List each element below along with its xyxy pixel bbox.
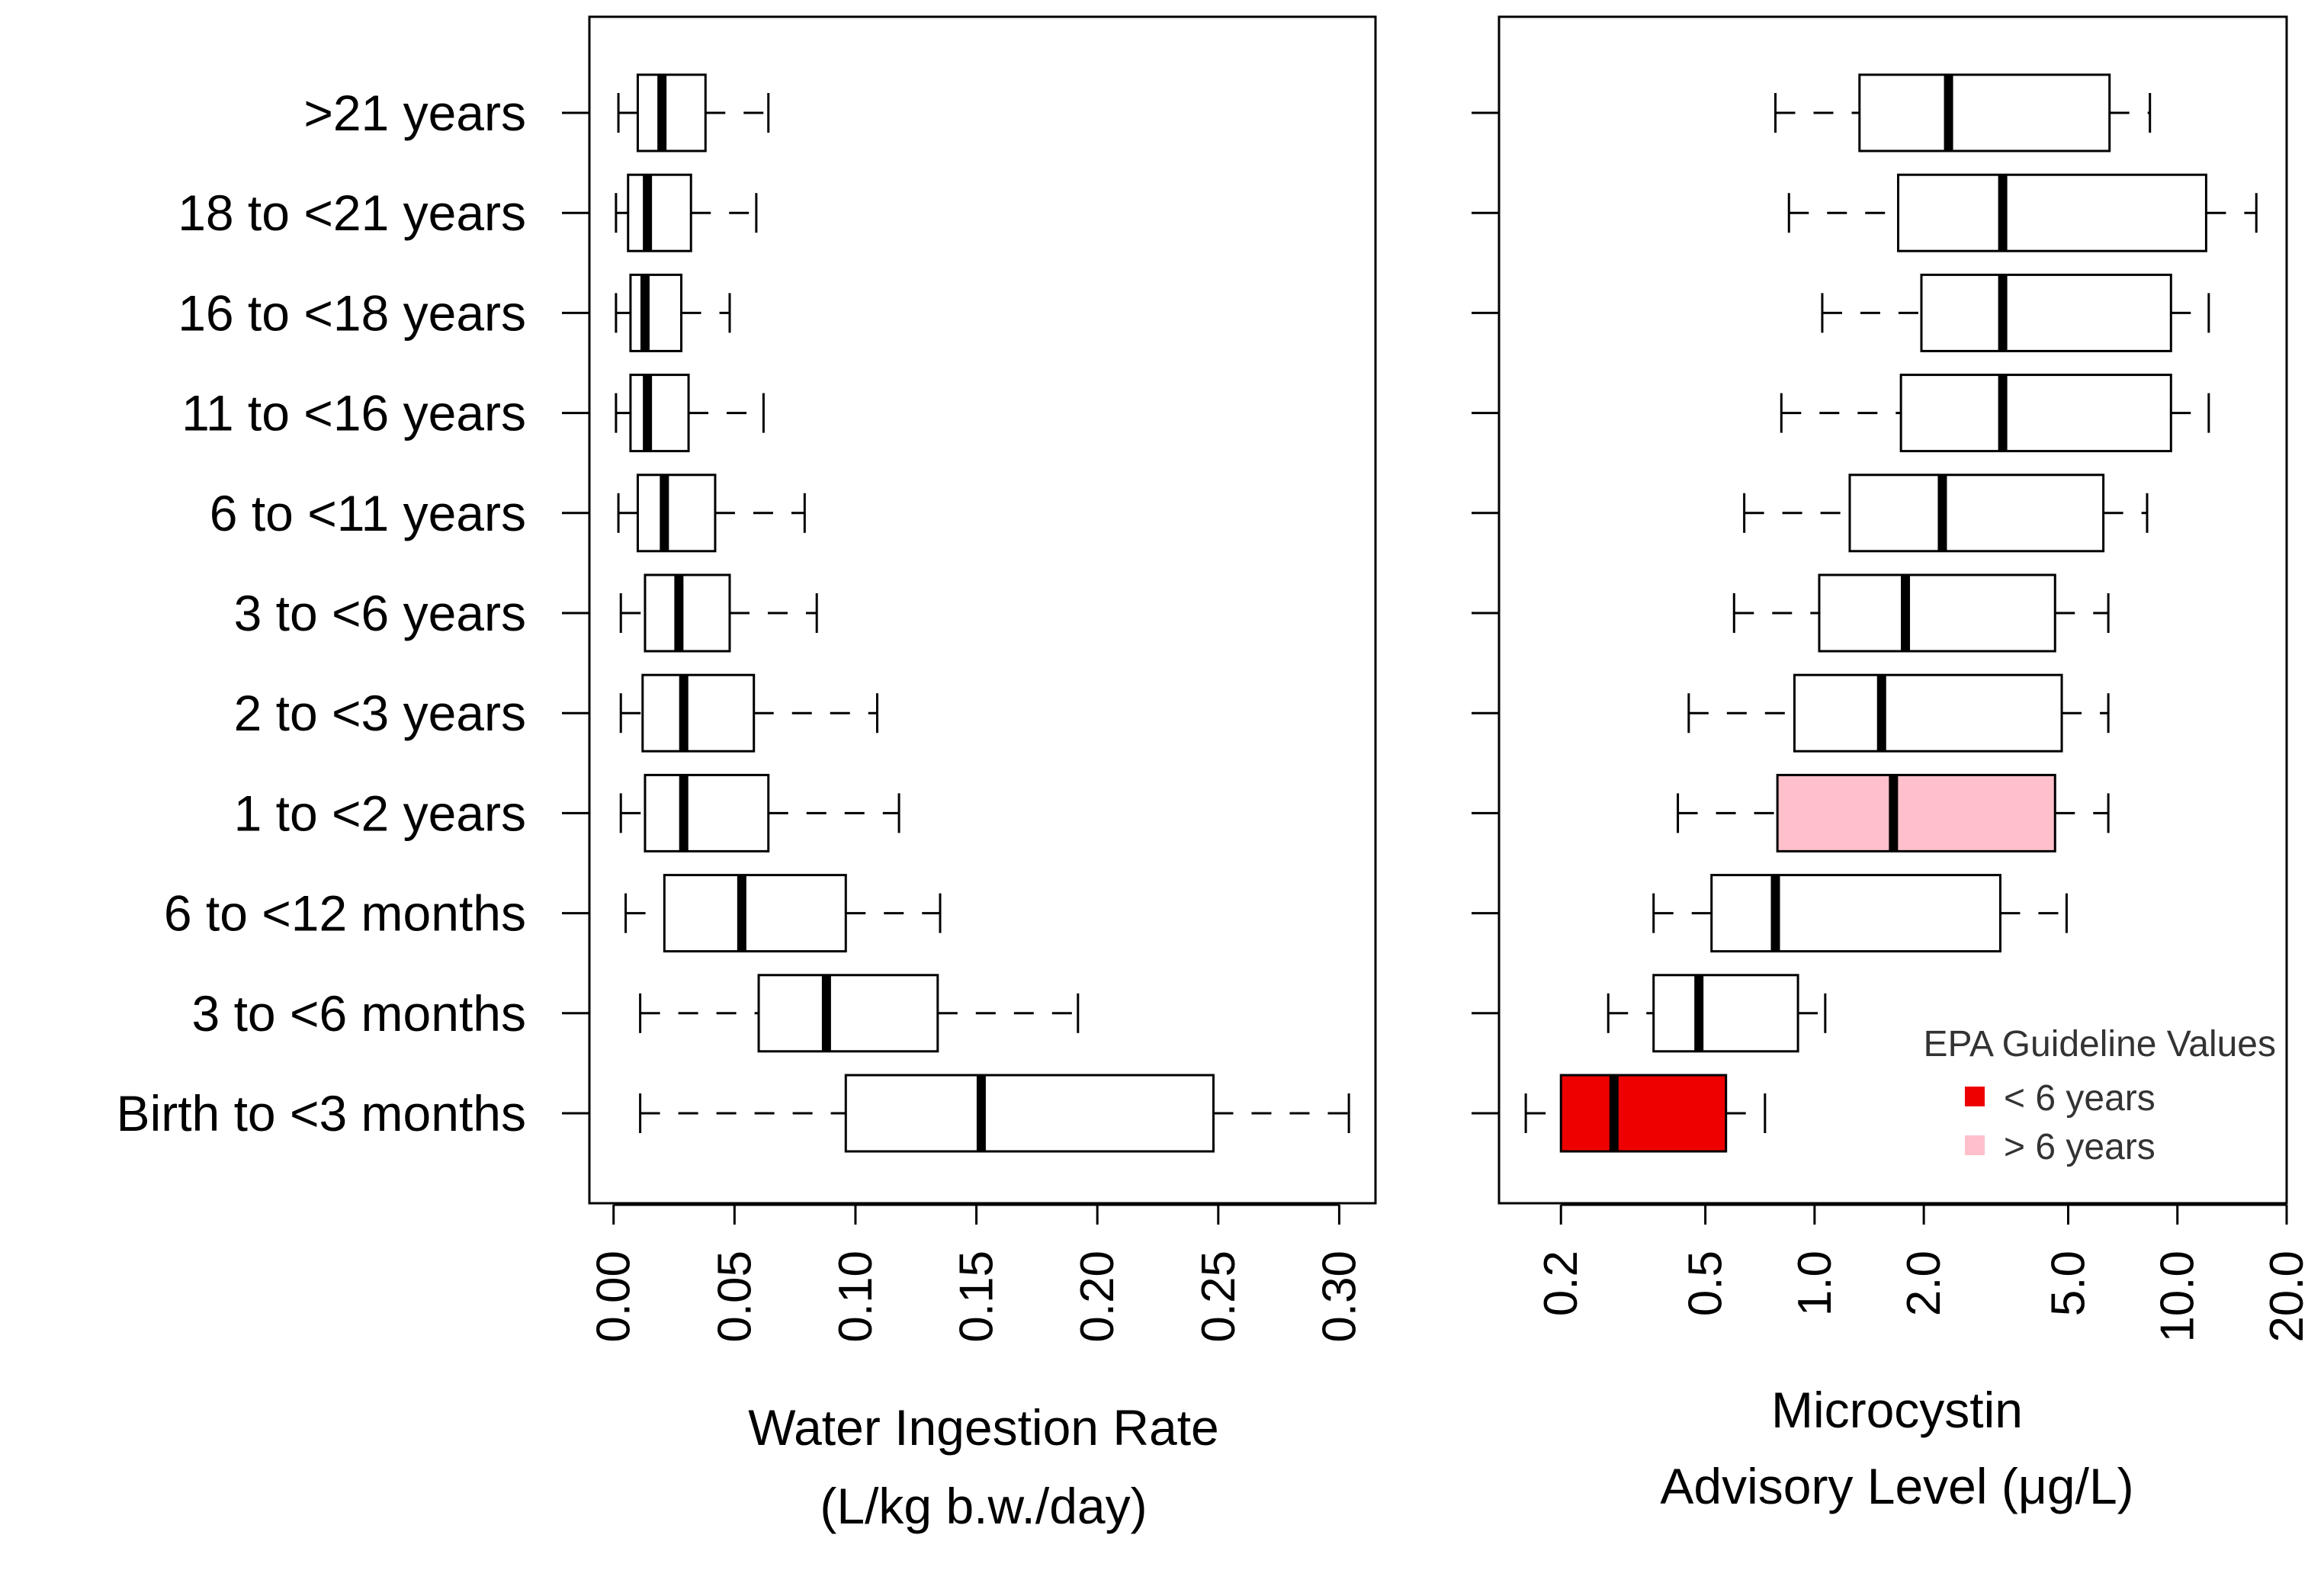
box-9 <box>639 974 1080 1053</box>
x-tick-label: 2.0 <box>1898 1251 1950 1316</box>
iqr-box <box>1899 374 2172 453</box>
x-tick-label: 0.30 <box>1313 1251 1366 1343</box>
x-tick-label: 0.20 <box>1071 1251 1124 1343</box>
x-tick-label: 0.00 <box>588 1251 640 1343</box>
x-axis-title: Microcystin <box>1771 1382 2023 1438</box>
x-tick-label: 0.05 <box>708 1251 761 1343</box>
box-2 <box>1821 273 2210 352</box>
x-tick-label: 0.15 <box>951 1251 1003 1343</box>
iqr-box <box>1776 773 2056 852</box>
x-axis-title: Water Ingestion Rate <box>748 1399 1219 1456</box>
category-label: 3 to <6 months <box>192 985 526 1042</box>
category-label: 2 to <3 years <box>234 685 526 741</box>
iqr-box <box>641 673 756 753</box>
x-tick-label: 0.2 <box>1535 1251 1587 1316</box>
iqr-box <box>644 573 731 653</box>
x-tick-label: 1.0 <box>1789 1251 1841 1316</box>
iqr-box <box>636 73 707 153</box>
box-9 <box>1607 974 1827 1053</box>
iqr-box <box>644 773 770 852</box>
x-tick-label: 20.0 <box>2261 1251 2313 1343</box>
x-tick-label: 0.25 <box>1192 1251 1245 1343</box>
legend-swatch <box>1965 1087 1985 1106</box>
box-6 <box>619 673 879 753</box>
category-label: 18 to <21 years <box>178 185 526 241</box>
x-axis-title-line2: Advisory Level (μg/L) <box>1660 1458 2133 1514</box>
box-8 <box>624 874 942 953</box>
box-8 <box>1652 874 2068 953</box>
legend-title: EPA Guideline Values <box>1923 1024 2276 1064</box>
iqr-box <box>1897 173 2207 252</box>
legend: EPA Guideline Values < 6 years > 6 years <box>1923 1024 2276 1167</box>
box-10 <box>639 1074 1350 1153</box>
iqr-box <box>636 474 717 553</box>
box-3 <box>615 374 765 453</box>
box-4 <box>617 474 806 553</box>
microcystin-panel: 0.2 0.5 1.0 2.0 5.0 10.0 20.0 Microcystin Adviso… <box>1472 15 2313 1514</box>
iqr-box <box>757 974 939 1053</box>
iqr-box <box>629 374 690 453</box>
box-2 <box>615 273 731 352</box>
x-tick-label: 5.0 <box>2042 1251 2094 1316</box>
iqr-box <box>1710 874 2001 953</box>
legend-label: > 6 years <box>2004 1127 2155 1167</box>
iqr-box <box>629 273 683 352</box>
plot-frame <box>588 15 1377 1205</box>
box-0 <box>617 73 770 153</box>
category-label: 6 to <12 months <box>164 885 526 942</box>
iqr-box <box>844 1074 1215 1153</box>
box-1 <box>1787 173 2258 252</box>
category-label: 11 to <16 years <box>181 385 526 441</box>
iqr-box <box>1920 273 2172 352</box>
category-label: 1 to <2 years <box>234 785 526 841</box>
box-0 <box>1774 73 2152 153</box>
plot-frame <box>1497 15 2288 1205</box>
x-axis-title-line2: (L/kg b.w./day) <box>820 1478 1147 1534</box>
legend-swatch <box>1965 1135 1985 1155</box>
iqr-box <box>663 874 847 953</box>
x-tick-label: 10.0 <box>2152 1251 2204 1343</box>
box-7 <box>619 773 900 852</box>
iqr-box <box>1818 573 2056 653</box>
box-7 <box>1677 773 2110 852</box>
category-label: 6 to <11 years <box>210 485 526 541</box>
x-tick-label: 0.10 <box>830 1251 882 1343</box>
category-label: 3 to <6 years <box>234 585 526 641</box>
water-ingestion-panel: >21 years 18 to <21 years 16 to <18 years 1… <box>117 15 1377 1534</box>
box-5 <box>1732 573 2110 653</box>
iqr-box <box>1559 1074 1728 1153</box>
iqr-box <box>627 173 692 252</box>
box-4 <box>1743 474 2149 553</box>
iqr-box <box>1858 73 2111 153</box>
box-5 <box>619 573 818 653</box>
category-label: Birth to <3 months <box>117 1085 526 1141</box>
category-label: >21 years <box>303 85 526 141</box>
box-3 <box>1780 374 2210 453</box>
box-1 <box>615 173 758 252</box>
box-6 <box>1687 673 2110 753</box>
legend-label: < 6 years <box>2004 1078 2155 1119</box>
category-label: 16 to <18 years <box>178 284 526 341</box>
box-10 <box>1524 1074 1767 1153</box>
iqr-box <box>1848 474 2105 553</box>
x-tick-label: 0.5 <box>1680 1251 1732 1316</box>
iqr-box <box>1793 673 2063 753</box>
iqr-box <box>1652 974 1799 1053</box>
